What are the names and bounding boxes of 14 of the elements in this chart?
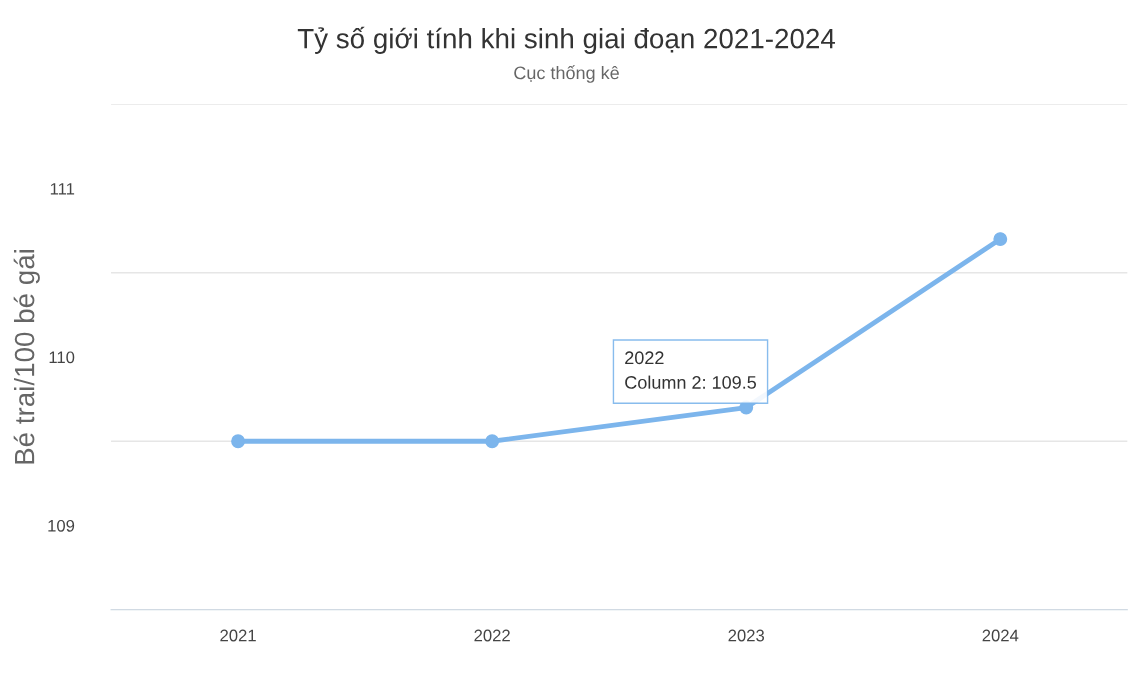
x-tick-label: 2023: [728, 629, 765, 642]
chart-title: Tỷ số giới tính khi sinh giai đoạn 2021-2024: [297, 26, 836, 54]
y-axis-title: Bé trai/100 bé gái: [13, 250, 40, 464]
x-tick-label: 2022: [474, 629, 510, 642]
chart-subtitle: Cục thống kê: [514, 65, 619, 83]
y-tick-label: 111: [50, 183, 75, 195]
x-tick-label: 2024: [982, 629, 1019, 642]
annotation: 2022 Column 2: 109.5: [625, 351, 756, 389]
point: [993, 232, 1008, 247]
y-tick-label: 109: [48, 519, 75, 532]
point: [231, 434, 246, 449]
x-tick-label: 2021: [220, 629, 256, 642]
point: [485, 434, 500, 449]
y-tick-label: 110: [49, 351, 75, 364]
